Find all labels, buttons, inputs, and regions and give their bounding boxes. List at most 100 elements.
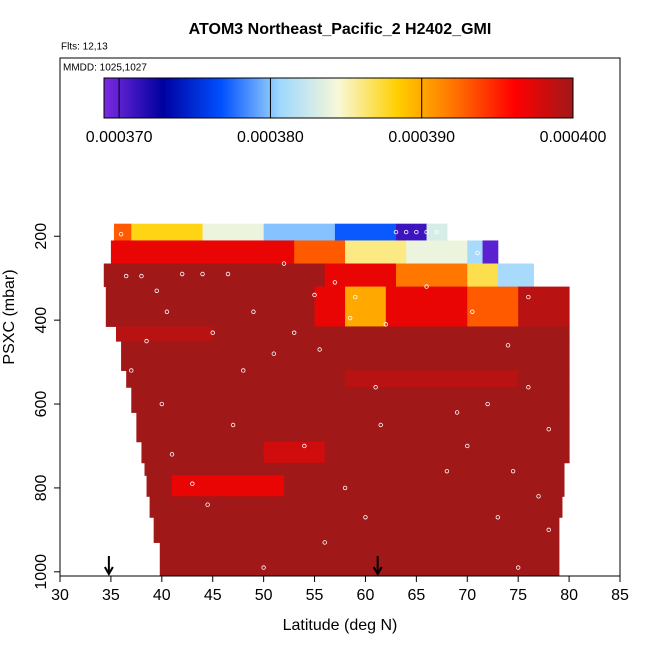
chart-title: ATOM3 Northeast_Pacific_2 H2402_GMI: [189, 21, 492, 38]
curtain-cell: [324, 263, 397, 288]
sample-point: [424, 284, 429, 289]
curtain-cell: [396, 263, 468, 288]
x-tick-label: 40: [153, 587, 171, 604]
sample-point: [322, 540, 327, 545]
sample-point: [332, 280, 338, 285]
x-tick-label: 30: [51, 587, 69, 604]
sample-point: [510, 468, 516, 474]
dates-note: MMDD: 1025,1027: [63, 63, 147, 74]
arrow-head: [372, 566, 383, 577]
x-tick-label: 55: [306, 587, 324, 604]
x-tick-label: 75: [509, 587, 527, 604]
curtain-cell: [202, 223, 265, 241]
curtain-cell: [314, 286, 346, 327]
curtain-cell: [136, 412, 570, 443]
sample-point: [434, 229, 439, 235]
sample-point: [190, 481, 195, 486]
sample-point: [424, 229, 429, 235]
x-tick-label: 65: [407, 587, 425, 604]
curtain-cell: [116, 326, 214, 342]
sample-point: [241, 368, 246, 373]
colorbar-tick-label: 0.000390: [388, 129, 455, 146]
sample-point: [123, 273, 129, 279]
curtain: [103, 223, 570, 577]
curtain-cell: [324, 441, 570, 464]
y-tick-label: 200: [33, 223, 50, 250]
sample-point: [495, 515, 501, 520]
sample-point: [546, 426, 551, 432]
sample-point: [129, 368, 134, 373]
curtain-cell: [467, 263, 499, 288]
sample-point: [169, 452, 175, 457]
sample-point: [210, 330, 215, 335]
curtain-cell: [345, 370, 519, 388]
plot-frame: [59, 57, 621, 577]
x-tick-label: 85: [611, 587, 629, 604]
sample-point: [403, 229, 409, 235]
curtain-cell: [141, 441, 265, 464]
sample-point: [251, 309, 256, 314]
sample-point: [291, 330, 297, 335]
sample-point: [505, 343, 511, 348]
flights-note: Flts: 12,13: [61, 42, 108, 53]
curtain-cell: [345, 240, 407, 265]
sample-point: [281, 261, 287, 266]
sample-point: [261, 565, 266, 570]
sample-point: [383, 322, 389, 327]
colorbar-tick-label: 0.000380: [237, 129, 304, 146]
curtain-cell: [406, 240, 468, 265]
sample-point: [271, 351, 277, 356]
sample-point: [205, 502, 210, 507]
sample-point: [230, 422, 236, 428]
sample-point: [154, 288, 159, 293]
x-tick-label: 60: [357, 587, 375, 604]
sample-point: [302, 443, 307, 449]
sample-point: [454, 410, 460, 415]
sample-point: [159, 401, 165, 407]
curtain-cell: [467, 240, 484, 265]
sample-point: [546, 527, 551, 533]
curtain-cell: [284, 475, 565, 497]
x-tick-label: 80: [560, 587, 578, 604]
y-tick-label: 1000: [33, 554, 50, 590]
sample-point: [139, 273, 144, 279]
curtain-cell: [103, 263, 326, 288]
sample-point: [164, 309, 170, 314]
sample-point: [470, 309, 475, 314]
curtain-cell: [497, 263, 534, 288]
sample-point: [485, 401, 490, 407]
sample-point: [526, 385, 531, 390]
curtain-cell: [110, 240, 295, 265]
sample-point: [363, 515, 368, 520]
curtain-cell: [345, 286, 387, 327]
x-tick-label: 35: [102, 587, 120, 604]
curtain-cell: [396, 223, 428, 241]
x-axis-label: Latitude (deg N): [283, 617, 398, 634]
sample-point: [536, 494, 541, 499]
curtain-cell: [144, 462, 565, 476]
curtain-cell: [518, 286, 570, 327]
sample-point: [118, 231, 124, 237]
sample-point: [179, 271, 185, 277]
sample-point: [414, 229, 419, 235]
curtain-cell: [146, 475, 173, 497]
sample-point: [342, 485, 348, 491]
sample-point: [225, 271, 231, 277]
sample-point: [317, 347, 322, 352]
curtain-cell: [149, 496, 563, 518]
y-axis-label: PSXC (mbar): [1, 269, 18, 364]
sample-point: [378, 422, 383, 428]
colorbar-tick-label: 0.000400: [540, 129, 607, 146]
curtain-cell: [131, 387, 570, 413]
y-tick-label: 600: [33, 391, 50, 418]
curtain-cell: [159, 542, 560, 577]
arrow-head: [104, 566, 114, 577]
y-tick-label: 800: [33, 474, 50, 501]
curtain-cell: [518, 370, 570, 388]
curtain-cell: [426, 223, 448, 241]
curtain-cell: [113, 223, 132, 241]
overlay: 30 35 40 45 50 55 60 65 70 75 80 85 200 400 600 800 1000…: [33, 57, 629, 604]
curtain-cell: [153, 517, 560, 543]
curtain-cell: [467, 286, 519, 327]
